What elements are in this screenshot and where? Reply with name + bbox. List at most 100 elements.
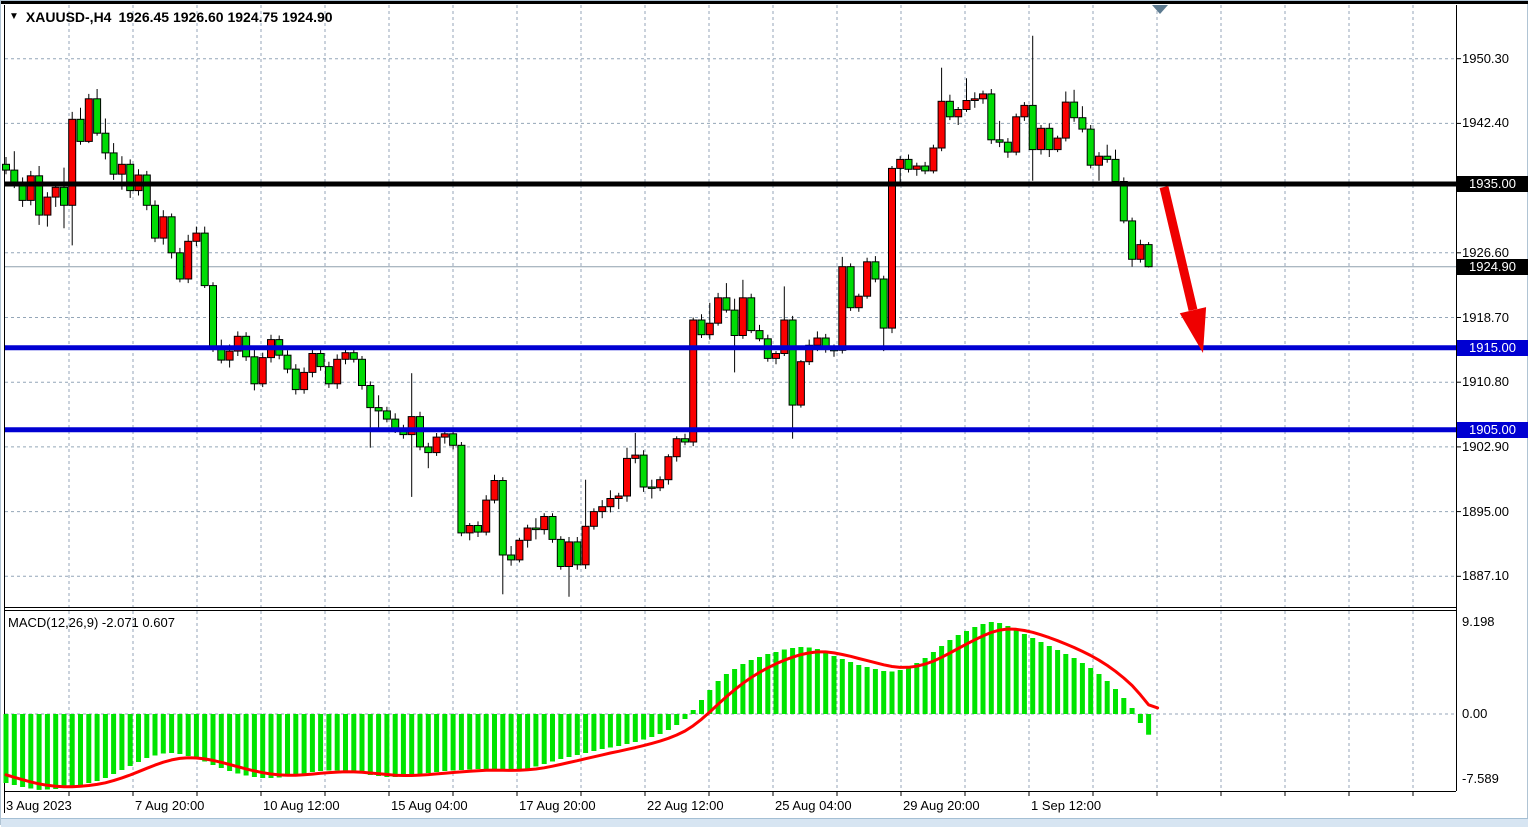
macd-histogram-bar	[583, 714, 589, 753]
candle-bullish	[432, 436, 441, 454]
macd-histogram-bar	[202, 714, 208, 762]
time-axis-label: 22 Aug 12:00	[647, 798, 724, 813]
macd-histogram-bar	[881, 671, 887, 714]
macd-histogram-bar	[1071, 658, 1077, 714]
macd-histogram-bar	[442, 714, 448, 771]
symbol-dropdown-icon[interactable]: ▼	[9, 11, 19, 22]
macd-histogram-bar	[1038, 642, 1044, 714]
candle-bearish	[291, 368, 300, 391]
macd-histogram-bar	[798, 647, 804, 714]
candle-bullish	[84, 98, 93, 142]
macd-histogram-bar	[326, 714, 332, 771]
candle-bearish	[60, 186, 68, 206]
price-axis-badge: 1924.90	[1457, 258, 1528, 275]
macd-histogram-bar	[632, 714, 638, 742]
macd-histogram-bar	[839, 659, 845, 714]
macd-histogram-bar	[765, 654, 771, 714]
candle-bullish	[912, 165, 921, 170]
candle-bullish	[689, 319, 698, 443]
macd-histogram-bar	[417, 714, 423, 774]
candle-bullish	[184, 240, 193, 280]
candle-bullish	[192, 232, 201, 242]
candle-bullish	[780, 319, 789, 354]
macd-histogram-bar	[218, 714, 224, 768]
candle-bullish	[1061, 101, 1070, 139]
candle-bearish	[151, 204, 159, 239]
candle-bearish	[1128, 220, 1137, 260]
candle-bearish	[449, 433, 458, 446]
candle-bullish	[656, 479, 665, 489]
macd-histogram-bar	[318, 714, 324, 771]
candle-bearish	[209, 285, 217, 350]
macd-histogram-bar	[657, 714, 663, 734]
candle-bullish	[854, 295, 863, 309]
candle-bullish	[225, 350, 234, 361]
macd-histogram-bar	[343, 714, 348, 771]
candle-bearish	[175, 252, 184, 280]
quotes-label: 1926.45 1926.60 1924.75 1924.90	[118, 9, 333, 25]
candle-bearish	[987, 93, 996, 141]
down-arrow-head[interactable]	[1179, 307, 1207, 353]
chart-shift-marker-icon[interactable]	[1152, 5, 1168, 14]
macd-histogram-bar	[939, 646, 945, 714]
candle-bullish	[863, 261, 872, 297]
macd-histogram-bar	[450, 714, 456, 771]
macd-axis-label: 0.00	[1462, 706, 1488, 721]
candle-bearish	[995, 139, 1004, 143]
candle-bearish	[358, 358, 366, 386]
macd-histogram-bar	[533, 714, 539, 767]
candle-bearish	[945, 100, 954, 118]
macd-axis-label: -7.589	[1462, 771, 1499, 786]
candle-bearish	[382, 410, 391, 420]
candle-bearish	[250, 356, 259, 385]
macd-histogram-bar	[409, 714, 415, 776]
macd-histogram-bar	[177, 714, 183, 754]
candle-bearish	[366, 385, 375, 409]
macd-histogram-bar	[243, 714, 249, 776]
macd-histogram-bar	[36, 714, 42, 790]
candle-bearish	[730, 309, 739, 337]
price-axis-label: 1926.60	[1462, 244, 1509, 260]
candle-bearish	[109, 152, 118, 175]
macd-histogram-bar	[160, 714, 166, 754]
macd-histogram-bar	[351, 714, 357, 772]
candle-bullish	[333, 358, 342, 385]
macd-histogram-bar	[988, 622, 994, 714]
macd-histogram-bar	[44, 714, 50, 790]
time-axis-label: 17 Aug 20:00	[519, 798, 596, 813]
macd-histogram-bar	[20, 714, 26, 787]
candle-bearish	[647, 486, 656, 489]
macd-histogram-bar	[334, 714, 340, 771]
macd-histogram-bar	[757, 657, 762, 714]
candle-bearish	[846, 266, 855, 309]
macd-histogram-bar	[806, 647, 812, 714]
macd-histogram-bar	[914, 663, 920, 714]
candle-bearish	[93, 98, 102, 134]
macd-histogram-bar	[434, 714, 440, 772]
macd-histogram-bar	[467, 714, 473, 770]
macd-histogram-bar	[1021, 634, 1027, 714]
candle-bearish	[1045, 127, 1054, 151]
candle-bullish	[896, 158, 905, 169]
candle-bearish	[1003, 141, 1012, 153]
candle-bullish	[26, 175, 35, 201]
candle-bullish	[159, 216, 168, 239]
macd-histogram-bar	[591, 714, 597, 751]
candle-bullish	[979, 93, 987, 100]
macd-histogram-bar	[872, 669, 878, 714]
candle-bearish	[1119, 181, 1128, 222]
candle-bullish	[796, 361, 805, 406]
macd-histogram-bar	[707, 690, 713, 714]
time-axis-label: 1 Sep 12:00	[1031, 798, 1102, 813]
macd-histogram-bar	[367, 714, 373, 775]
macd-histogram-bar	[483, 714, 489, 769]
candle-bullish	[929, 147, 938, 172]
price-axis-badge: 1905.00	[1457, 421, 1528, 438]
candle-bearish	[76, 118, 85, 142]
macd-histogram-bar	[193, 714, 199, 759]
down-arrow-shaft[interactable]	[1159, 185, 1198, 312]
macd-histogram-bar	[227, 714, 233, 771]
candle-bullish	[623, 457, 631, 497]
